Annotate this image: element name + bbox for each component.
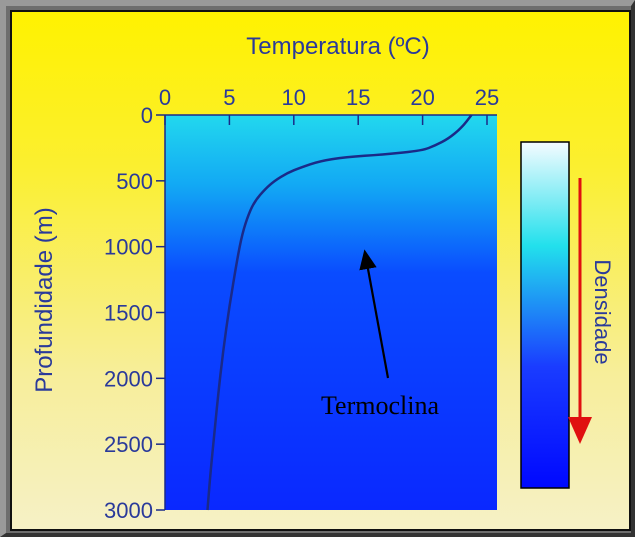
y-tick-label: 0 [141,103,153,128]
x-tick-label: 25 [475,85,499,110]
plot-area [165,115,497,510]
y-tick-label: 1000 [104,235,153,260]
y-tick-label: 2000 [104,366,153,391]
x-tick-label: 15 [346,85,370,110]
y-axis-ticks: 0 500 1000 1500 2000 2500 3000 [104,103,165,523]
x-axis-title: Temperatura (ºC) [246,33,429,60]
density-label: Densidade [590,259,615,364]
temperature-profile-line [206,114,473,511]
y-axis-title: Profundidade (m) [31,207,58,392]
density-colorbar [520,141,570,489]
y-tick-label: 3000 [104,498,153,523]
x-axis-ticks: 0 5 10 15 20 25 [159,85,499,125]
termoclina-label: Termoclina [321,391,439,420]
y-tick-label: 2500 [104,432,153,457]
x-tick-label: 20 [410,85,434,110]
y-tick-label: 500 [116,169,153,194]
x-tick-label: 10 [282,85,306,110]
x-tick-label: 0 [159,85,171,110]
y-tick-label: 1500 [104,301,153,326]
x-tick-label: 5 [223,85,235,110]
termoclina-arrow [359,249,390,379]
